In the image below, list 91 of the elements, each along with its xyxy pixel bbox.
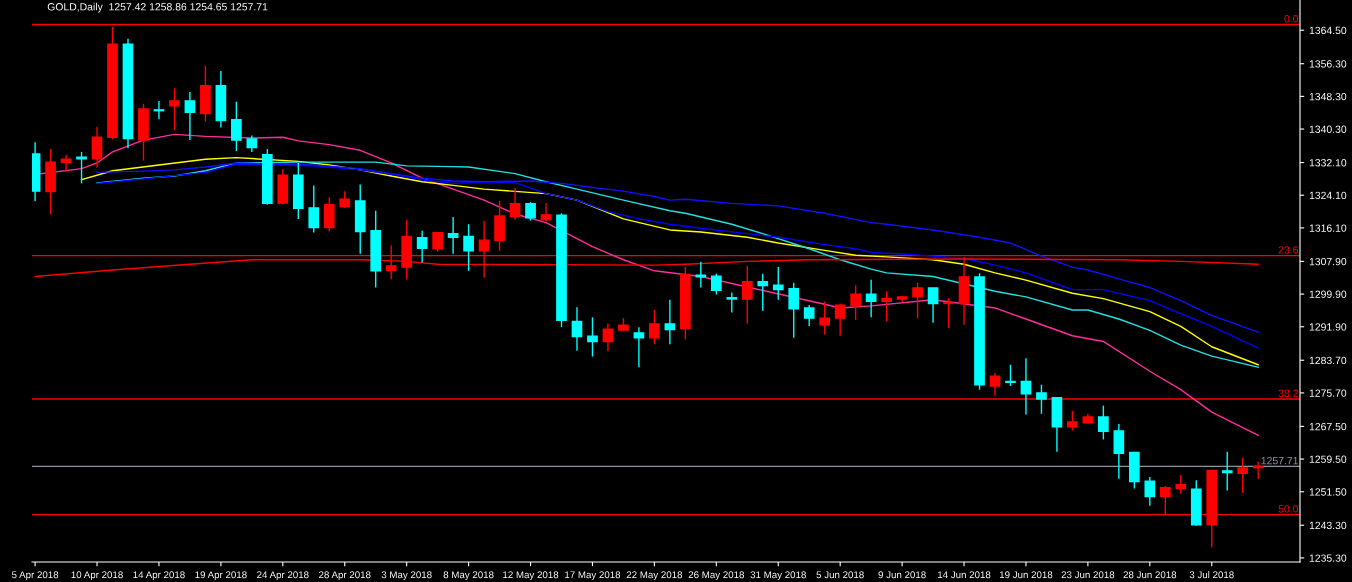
ref-line-label: 1257.71 — [1261, 456, 1298, 465]
candlestick — [1113, 423, 1125, 480]
candlestick — [76, 151, 87, 185]
candlestick — [1036, 384, 1047, 415]
y-tick-label: 1299.90 — [1309, 290, 1347, 298]
x-tick-label: 10 Apr 2018 — [71, 571, 123, 581]
y-tick-label: 1275.70 — [1309, 389, 1347, 397]
y-tick-label: 1243.30 — [1309, 521, 1347, 530]
annotation: 38.2 — [1278, 389, 1298, 397]
x-tick-label: 19 Jun 2018 — [999, 571, 1053, 579]
candlestick — [1221, 451, 1233, 492]
x-tick-label: 31 May 2018 — [750, 571, 806, 581]
x-tick-label: 12 May 2018 — [503, 571, 559, 581]
candlestick — [447, 216, 459, 255]
candlestick — [169, 87, 180, 131]
x-tick-label: 9 Jun 2018 — [878, 571, 926, 579]
candlestick — [788, 281, 800, 339]
candlestick — [819, 300, 831, 336]
candlestick — [587, 316, 598, 358]
y-tick-label: 1307.90 — [1309, 257, 1347, 266]
candlestick — [1005, 364, 1016, 387]
x-tick-label: 3 May 2018 — [381, 571, 432, 581]
candlestick — [1237, 457, 1249, 494]
candlestick — [803, 304, 815, 327]
annotation: 50.0 — [1278, 505, 1299, 513]
candlestick — [912, 281, 923, 319]
candlestick — [432, 231, 443, 253]
x-tick-label: 14 Jun 2018 — [938, 571, 991, 579]
candlestick — [91, 126, 103, 169]
x-tick-label: 28 Jun 2018 — [1123, 571, 1177, 579]
x-tick-label: 5 Jun 2018 — [816, 571, 864, 579]
annotation: 23.6 — [1278, 246, 1298, 254]
candlestick — [308, 184, 320, 234]
candlestick — [416, 230, 428, 264]
candlestick — [1144, 476, 1156, 507]
candlestick — [881, 290, 892, 323]
candlestick — [633, 326, 645, 368]
candlestick — [463, 223, 474, 272]
y-tick-label: 1324.10 — [1309, 191, 1347, 200]
candlestick — [509, 187, 521, 221]
candlestick — [1020, 357, 1032, 416]
candlestick — [231, 101, 242, 152]
candlestick — [943, 297, 954, 329]
candlestick — [989, 372, 1001, 397]
y-tick-label: 1364.50 — [1309, 26, 1347, 35]
y-tick-label: 1251.50 — [1309, 488, 1347, 496]
candlestick — [865, 279, 877, 319]
x-tick-label: 14 Apr 2018 — [133, 571, 185, 581]
candlestick — [602, 322, 614, 352]
y-tick-label: 1259.50 — [1309, 455, 1347, 463]
x-tick-label: 17 May 2018 — [565, 571, 621, 581]
y-tick-label: 1340.30 — [1309, 125, 1347, 133]
y-tick-label: 1291.90 — [1309, 323, 1347, 331]
y-tick-label: 1356.30 — [1309, 60, 1347, 68]
y-tick-label: 1348.30 — [1309, 92, 1347, 101]
candlestick — [710, 272, 722, 296]
candlestick — [649, 309, 660, 346]
y-tick-label: 1283.70 — [1309, 356, 1347, 365]
x-tick-label: 26 May 2018 — [688, 571, 744, 581]
y-tick-label: 1332.10 — [1309, 159, 1347, 167]
x-tick-label: 5 Apr 2018 — [11, 571, 59, 581]
x-tick-label: 8 May 2018 — [443, 571, 494, 581]
candlestick — [927, 287, 939, 324]
x-tick-label: 22 May 2018 — [626, 571, 683, 581]
y-tick-label: 1267.50 — [1309, 422, 1347, 431]
y-tick-label: 1235.30 — [1309, 554, 1347, 562]
x-tick-label: 3 Jul 2018 — [1189, 571, 1234, 579]
candlestick — [726, 291, 738, 314]
candlestick — [571, 306, 583, 352]
candlestick — [772, 266, 784, 301]
x-tick-label: 24 Apr 2018 — [257, 571, 309, 581]
annotation: 0.0 — [1284, 15, 1299, 23]
y-tick-label: 1316.10 — [1309, 224, 1347, 232]
candlestick — [1098, 404, 1109, 441]
candlestick — [834, 302, 846, 337]
candlestick — [153, 100, 165, 120]
candlestick — [1067, 410, 1078, 432]
candlestick — [184, 91, 196, 141]
candlestick — [323, 196, 335, 233]
x-tick-label: 28 Apr 2018 — [319, 571, 371, 581]
candlestick — [540, 202, 552, 223]
candlestick — [757, 272, 769, 312]
candlestick — [695, 261, 707, 289]
chart-title: GOLD,Daily 1257.42 1258.86 1254.65 1257.71 — [47, 2, 268, 13]
candlestick — [741, 265, 753, 325]
candlestick — [850, 284, 861, 321]
x-tick-label: 23 Jun 2018 — [1061, 571, 1115, 579]
x-tick-label: 19 Apr 2018 — [195, 571, 247, 581]
candlestick — [1175, 474, 1187, 495]
candlestick — [525, 201, 536, 222]
candlestick — [664, 299, 676, 346]
